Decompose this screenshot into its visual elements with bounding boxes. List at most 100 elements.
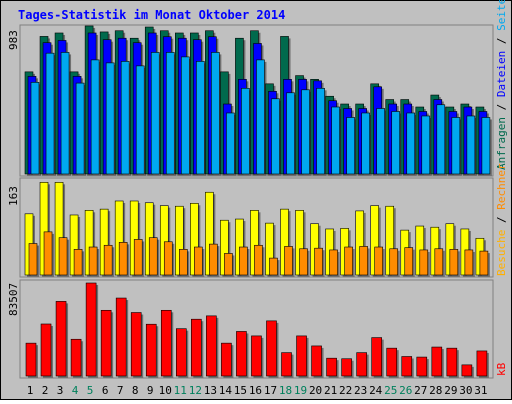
- bar-kb-day-17: [266, 320, 279, 378]
- bar-rechner-day-20: [314, 247, 325, 277]
- bar-seiten-day-22: [346, 117, 357, 176]
- bar-kb-day-20: [311, 345, 324, 378]
- bar-seiten-day-13: [211, 52, 222, 176]
- bar-rechner-day-5: [88, 246, 100, 277]
- bar-seiten-day-12: [196, 61, 207, 176]
- x-tick-label: 27: [414, 384, 427, 397]
- bar-rechner-day-22: [344, 246, 355, 277]
- bar-kb-day-7: [115, 297, 129, 378]
- legend-entry: Besuche: [495, 230, 508, 276]
- bar-kb-day-22: [341, 358, 354, 378]
- legend-entry: /: [495, 97, 508, 117]
- bar-kb-day-2: [40, 323, 54, 378]
- x-tick-label: 3: [57, 384, 64, 397]
- bar-seiten-day-16: [256, 59, 267, 176]
- bar-rechner-day-4: [73, 249, 85, 277]
- x-tick-label: 7: [117, 384, 124, 397]
- bar-seiten-day-10: [165, 52, 177, 176]
- x-tick-label: 18: [279, 384, 292, 397]
- x-tick-label: 25: [384, 384, 397, 397]
- x-tick-label: 20: [309, 384, 322, 397]
- top-ymax-label: 983: [7, 30, 20, 50]
- bar-rechner-day-11: [179, 249, 190, 277]
- bar-rechner-day-14: [224, 253, 235, 277]
- bar-kb-day-27: [416, 356, 429, 378]
- bar-seiten-day-26: [406, 112, 417, 176]
- bar-seiten-day-8: [135, 65, 147, 176]
- bar-seiten-day-3: [60, 52, 72, 176]
- bottom-ymax-label: 83507: [7, 283, 20, 316]
- legend-entry: /: [495, 210, 508, 230]
- bar-rechner-day-23: [359, 246, 370, 277]
- x-tick-label: 8: [132, 384, 139, 397]
- bar-kb-day-26: [401, 356, 414, 378]
- bar-rechner-day-7: [118, 242, 130, 277]
- bar-seiten-day-20: [316, 88, 327, 176]
- bar-kb-day-6: [100, 309, 114, 378]
- x-tick-label: 21: [324, 384, 337, 397]
- bar-rechner-day-17: [269, 257, 280, 277]
- x-tick-label: 28: [429, 384, 442, 397]
- bar-kb-day-13: [206, 315, 219, 378]
- bar-kb-day-5: [85, 282, 99, 378]
- bar-seiten-day-21: [331, 106, 342, 176]
- bar-kb-day-28: [431, 346, 444, 378]
- bar-kb-day-15: [236, 331, 249, 378]
- bar-rechner-day-3: [58, 237, 70, 277]
- bottom-series-legend: kB: [495, 362, 508, 376]
- x-tick-label: 10: [159, 384, 172, 397]
- bar-kb-day-1: [25, 342, 38, 378]
- legend-entry: /: [495, 31, 508, 51]
- x-tick-label: 12: [189, 384, 202, 397]
- bar-rechner-day-30: [464, 249, 475, 277]
- legend-entry: Rechner: [495, 163, 508, 210]
- bar-kb-day-21: [326, 357, 339, 378]
- bar-seiten-day-24: [376, 108, 387, 176]
- x-tick-label: 1: [27, 384, 34, 397]
- bar-seiten-day-7: [120, 61, 132, 176]
- bar-rechner-day-2: [43, 231, 55, 277]
- bar-rechner-day-15: [239, 246, 250, 277]
- bar-kb-day-25: [386, 347, 399, 378]
- bar-kb-day-31: [476, 350, 489, 378]
- bar-kb-day-3: [55, 301, 69, 378]
- bar-seiten-day-29: [451, 117, 462, 176]
- bar-kb-day-23: [356, 352, 369, 378]
- bar-kb-day-18: [281, 352, 294, 378]
- bar-kb-day-12: [191, 318, 204, 378]
- x-tick-label: 30: [459, 384, 472, 397]
- bar-seiten-day-4: [75, 82, 87, 176]
- bar-kb-day-29: [446, 347, 459, 378]
- bar-seiten-day-23: [361, 112, 372, 176]
- bar-rechner-day-19: [299, 248, 310, 277]
- x-tick-label: 17: [264, 384, 277, 397]
- bar-kb-day-9: [145, 323, 159, 378]
- bar-seiten-day-25: [391, 111, 402, 176]
- legend-entry: Seiten: [495, 0, 508, 31]
- bar-seiten-day-27: [421, 115, 432, 176]
- bar-rechner-day-24: [374, 246, 385, 277]
- bar-seiten-day-19: [301, 89, 312, 176]
- bar-rechner-day-1: [28, 243, 39, 277]
- top-series-legend: Anfragen / Dateien / Seiten: [495, 0, 508, 170]
- x-tick-label: 22: [339, 384, 352, 397]
- bar-rechner-day-28: [434, 248, 445, 277]
- x-tick-label: 16: [249, 384, 262, 397]
- x-tick-label: 26: [399, 384, 412, 397]
- x-tick-label: 31: [474, 384, 487, 397]
- bar-seiten-day-17: [271, 98, 282, 176]
- bar-seiten-day-9: [150, 52, 162, 176]
- bar-seiten-day-5: [90, 59, 102, 176]
- bar-kb-day-19: [296, 335, 309, 378]
- bar-kb-day-16: [251, 335, 264, 378]
- bar-rechner-day-18: [284, 246, 295, 277]
- chart-title: Tages-Statistik im Monat Oktober 2014: [18, 8, 285, 22]
- x-tick-label: 14: [219, 384, 233, 397]
- bar-rechner-day-21: [329, 249, 340, 277]
- x-tick-label: 29: [444, 384, 457, 397]
- bar-seiten-day-2: [45, 52, 57, 176]
- bar-kb-day-14: [221, 342, 234, 378]
- bar-kb-day-4: [70, 338, 84, 378]
